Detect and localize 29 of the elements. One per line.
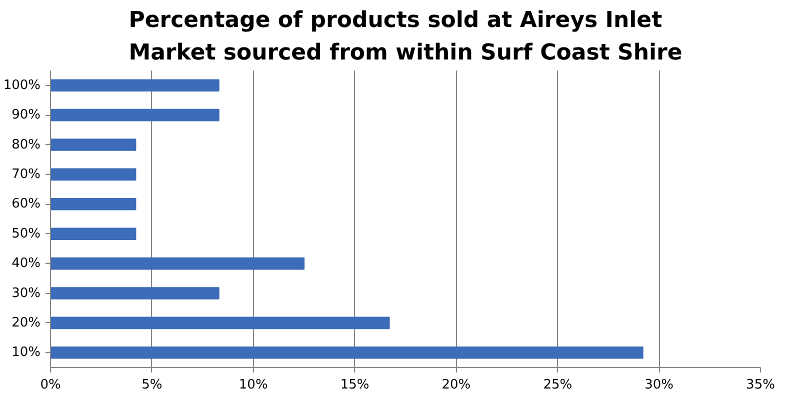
x-tick-label: 25% [543,378,572,392]
bar [50,168,136,181]
bar [50,287,220,300]
bar [50,138,136,151]
x-tick-label: 20% [442,378,471,392]
y-tick-label: 70% [12,166,41,182]
bar [50,316,390,330]
y-tick-label: 20% [12,315,41,330]
y-tick-label: 90% [12,108,41,123]
x-tick-label: 5% [142,378,162,392]
y-tick-label: 40% [12,256,41,272]
y-tick-label: 30% [12,286,41,301]
x-tick-label: 30% [644,378,674,392]
y-tick-label: 100% [3,78,41,93]
x-tick-label: 35% [746,378,775,392]
x-tick-label: 10% [238,378,268,392]
bar [50,228,136,240]
bar [50,108,220,122]
y-tick-label: 80% [12,137,41,152]
y-tick-label: 60% [12,196,41,212]
chart-title: Percentage of products sold at Aireys Inlet Market sourced from within Surf Coast Shire [128,8,682,66]
y-tick-label: 10% [12,345,41,360]
x-tick-label: 15% [340,378,370,392]
y-tick-label: 50% [12,226,41,242]
x-tick-label: 0% [40,378,61,392]
bar [50,257,305,270]
bar [50,198,136,210]
bar [50,79,220,92]
bar [50,346,644,359]
